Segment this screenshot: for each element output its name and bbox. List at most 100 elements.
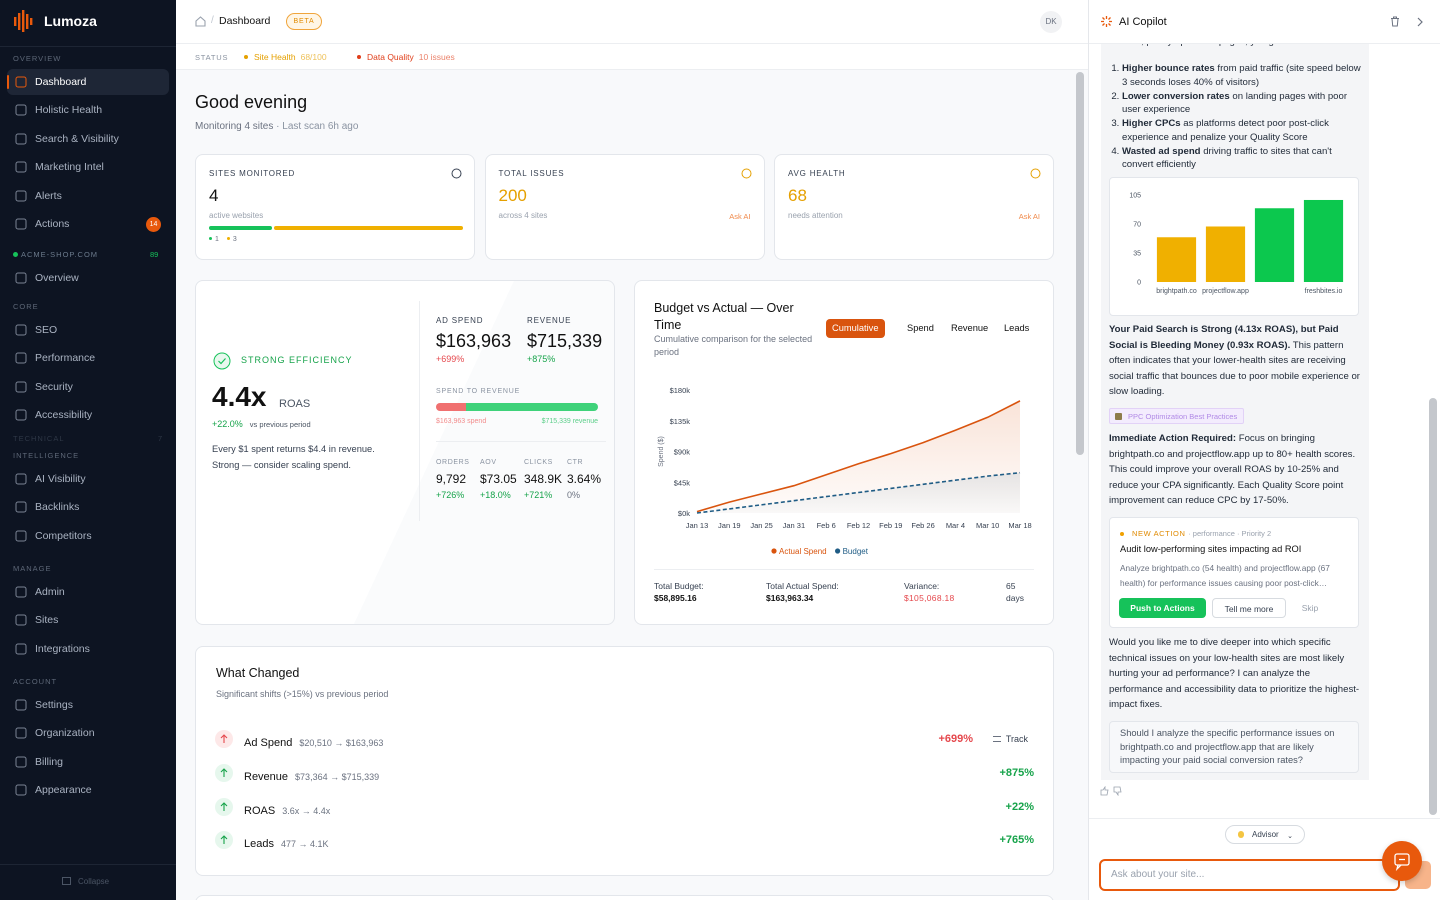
bar — [1156, 237, 1197, 282]
tab[interactable]: Leads — [1004, 323, 1030, 333]
y-tick-label: $135k — [670, 417, 691, 426]
revenue-label: REVENUE — [527, 316, 572, 325]
nav-item[interactable]: Security — [7, 374, 169, 400]
nav-item[interactable]: Settings — [7, 692, 169, 718]
nav-item[interactable]: Holistic Health — [7, 97, 169, 123]
nav-item[interactable]: SEO — [7, 317, 169, 343]
revenue-value: $715,339 — [527, 331, 603, 351]
track-button[interactable]: Track — [992, 734, 1028, 744]
beta-badge: BETA — [286, 13, 322, 30]
sidebar: Lumoza OVERVIEW Dashboard Holistic Health S… — [0, 0, 176, 900]
message-bubble — [1101, 0, 1369, 780]
nav-label: SEO — [35, 324, 58, 336]
tab[interactable]: Revenue — [951, 323, 989, 333]
collapse[interactable]: Collapse — [62, 877, 109, 886]
nav-label: Holistic Health — [35, 104, 103, 117]
metric: ROAS — [244, 804, 276, 817]
greeting-subtitle: Monitoring 4 sites · Last scan 6h ago — [195, 121, 358, 132]
tab[interactable]: Spend — [907, 323, 934, 333]
nav-item[interactable]: Actions 14 — [7, 211, 169, 237]
nav-item[interactable]: Backlinks — [7, 494, 169, 520]
divider — [654, 569, 1034, 570]
feedback-icons[interactable] — [1100, 786, 1124, 796]
nav-item[interactable]: Competitors — [7, 523, 169, 549]
scrollbar[interactable] — [1429, 398, 1437, 815]
kpi-icon — [741, 168, 751, 179]
status-dot — [357, 55, 361, 59]
chart-frame: 0 35 70 105 brightpath.co projectflow.app fres… — [1109, 177, 1359, 316]
legend-entry: 1 — [209, 236, 219, 243]
stat-value: days — [1006, 593, 1024, 603]
split-spend: $163,963 spend — [436, 418, 487, 425]
split-bar — [436, 403, 598, 411]
changes-title: What Changed — [216, 666, 300, 680]
nav-icon — [15, 352, 27, 364]
main: / Dashboard BETA DK STATUS Site Health 68… — [176, 0, 1088, 900]
scrollbar[interactable] — [1076, 72, 1084, 455]
nav-item[interactable]: Admin — [7, 579, 169, 605]
nav-icon — [15, 218, 27, 230]
kpi-caption: active websites — [209, 211, 264, 220]
copilot-title: AI Copilot — [1119, 16, 1167, 28]
logo — [14, 10, 33, 32]
x-tick-label: Feb 19 — [879, 521, 902, 530]
efficiency-badge: STRONG EFFICIENCY — [241, 355, 353, 365]
nav-item[interactable]: Dashboard — [7, 69, 169, 95]
tag[interactable]: PPC Optimization Best Practices — [1109, 408, 1245, 424]
action-description: Analyze brightpath.co (54 health) and pr… — [1120, 563, 1330, 588]
x-tick-label: Feb 6 — [817, 521, 836, 530]
stat-label: Total Actual Spend: — [766, 581, 839, 591]
home-icon[interactable] — [195, 16, 206, 27]
nav-item[interactable]: Billing — [7, 749, 169, 775]
nav-item[interactable]: Performance — [7, 345, 169, 371]
stat-label: Total Budget: — [654, 581, 704, 591]
split-segment — [209, 226, 272, 230]
list-item: Wasted ad spend driving traffic to sites… — [1122, 145, 1361, 172]
section-label: TECHNICAL — [13, 434, 65, 443]
legend-label: Budget — [843, 547, 869, 556]
legend-label: Actual Spend — [779, 547, 827, 556]
chat-fab[interactable] — [1382, 841, 1422, 881]
metric-label: ORDERS — [436, 459, 470, 466]
suggestion[interactable]: Should I analyze the specific performanc… — [1109, 721, 1359, 773]
tab[interactable]: Cumulative — [826, 319, 885, 338]
chat-input[interactable]: Ask about your site... — [1099, 859, 1400, 891]
nav-item[interactable]: AI Visibility — [7, 466, 169, 492]
change-metric: ROAS 3.6x → 4.4x — [244, 801, 330, 819]
ask-ai[interactable]: Ask AI — [1018, 212, 1040, 221]
paragraph: Immediate Action Required: Focus on brin… — [1109, 431, 1361, 509]
text: from paid traffic (site speed below 3 se… — [1122, 63, 1361, 88]
nav-item[interactable]: Appearance — [7, 777, 169, 803]
skip-button[interactable]: Skip — [1301, 603, 1319, 613]
nav-item[interactable]: Search & Visibility — [7, 126, 169, 152]
divider — [0, 46, 176, 47]
nav-item[interactable]: Marketing Intel — [7, 154, 169, 180]
x-tick-label: Feb 12 — [847, 521, 870, 530]
kpi-label: TOTAL ISSUES — [498, 169, 565, 178]
y-tick-label: $180k — [670, 386, 691, 395]
status-value: 10 issues — [418, 52, 455, 62]
nav-label: Performance — [35, 352, 96, 365]
change-value: +875% — [999, 766, 1034, 779]
mode-selector[interactable]: Advisor ⌄ — [1225, 825, 1305, 844]
trash-icon[interactable] — [1390, 16, 1400, 27]
tell-button[interactable]: Tell me more — [1212, 598, 1286, 618]
nav-item[interactable]: Accessibility — [7, 402, 169, 428]
nav-item[interactable]: Integrations — [7, 636, 169, 662]
change-metric: Revenue $73,364 → $715,339 — [244, 767, 379, 785]
nav-item[interactable]: Sites — [7, 607, 169, 633]
nav-item[interactable]: Organization — [7, 720, 169, 746]
kpi-caption: needs attention — [788, 211, 843, 220]
nav-item[interactable]: Overview — [7, 265, 169, 291]
nav-icon — [15, 272, 27, 284]
ask-ai[interactable]: Ask AI — [729, 212, 751, 221]
x-tick-label: Jan 25 — [750, 521, 773, 530]
close-icon[interactable] — [1416, 17, 1424, 27]
push-button[interactable]: Push to Actions — [1119, 598, 1206, 618]
nav-item[interactable]: Alerts — [7, 183, 169, 209]
legend-dot — [209, 237, 212, 240]
status-bar: STATUS Site Health 68/100 Data Quality 10 i… — [176, 44, 1088, 70]
avatar[interactable]: DK — [1040, 11, 1062, 33]
range: $20,510 → $163,963 — [299, 738, 384, 748]
